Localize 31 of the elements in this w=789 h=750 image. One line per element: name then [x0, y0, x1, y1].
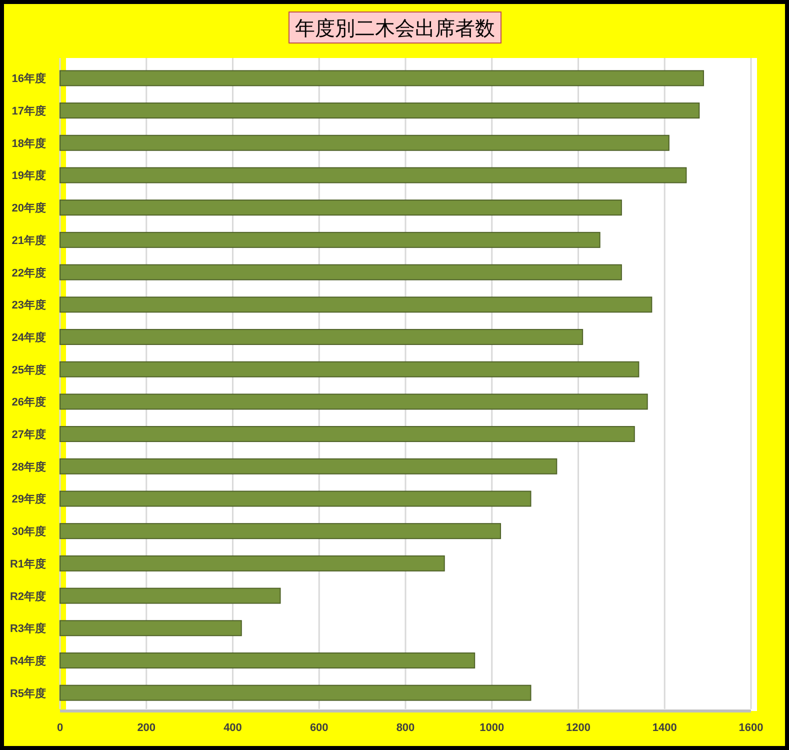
y-tick-label: 16年度 — [12, 73, 46, 86]
y-tick-label: 28年度 — [12, 461, 46, 474]
title: 年度別二木会出席者数 — [288, 12, 502, 44]
x-tick-label: 1400 — [652, 722, 677, 734]
y-tick-label: R2年度 — [10, 590, 46, 603]
y-tick-label: 25年度 — [12, 364, 46, 376]
x-tick-label: 400 — [224, 722, 242, 734]
x-tick-label: 600 — [310, 722, 328, 734]
x-tick-label: 0 — [56, 722, 64, 734]
x-tick-label: 200 — [137, 722, 156, 734]
y-tick-label: 27年度 — [12, 429, 46, 442]
y-tick-label: R1年度 — [10, 558, 46, 570]
x-tick-label: 1000 — [480, 722, 504, 734]
y-tick-label: 23年度 — [12, 300, 46, 312]
y-tick-label: 26年度 — [12, 396, 46, 409]
x-tick-label: 1200 — [566, 722, 590, 734]
y-tick-label: 22年度 — [12, 267, 46, 280]
y-tick-label: 17年度 — [12, 106, 46, 118]
y-tick-label: 21年度 — [12, 234, 46, 247]
y-tick-label: 24年度 — [12, 332, 46, 344]
y-tick-label: R3年度 — [10, 623, 46, 636]
y-tick-label: 29年度 — [12, 494, 46, 506]
y-tick-label: R4年度 — [10, 655, 46, 668]
y-tick-label: 19年度 — [12, 170, 46, 182]
x-tick-label: 1600 — [738, 722, 764, 734]
y-tick-label: 30年度 — [12, 526, 46, 538]
y-tick-label: 18年度 — [12, 138, 46, 150]
chart-title: 年度別二木会出席者数 — [295, 18, 495, 40]
y-tick-label: 20年度 — [12, 202, 46, 215]
y-tick-label: R5年度 — [10, 688, 46, 700]
x-tick-label: 800 — [396, 722, 415, 734]
